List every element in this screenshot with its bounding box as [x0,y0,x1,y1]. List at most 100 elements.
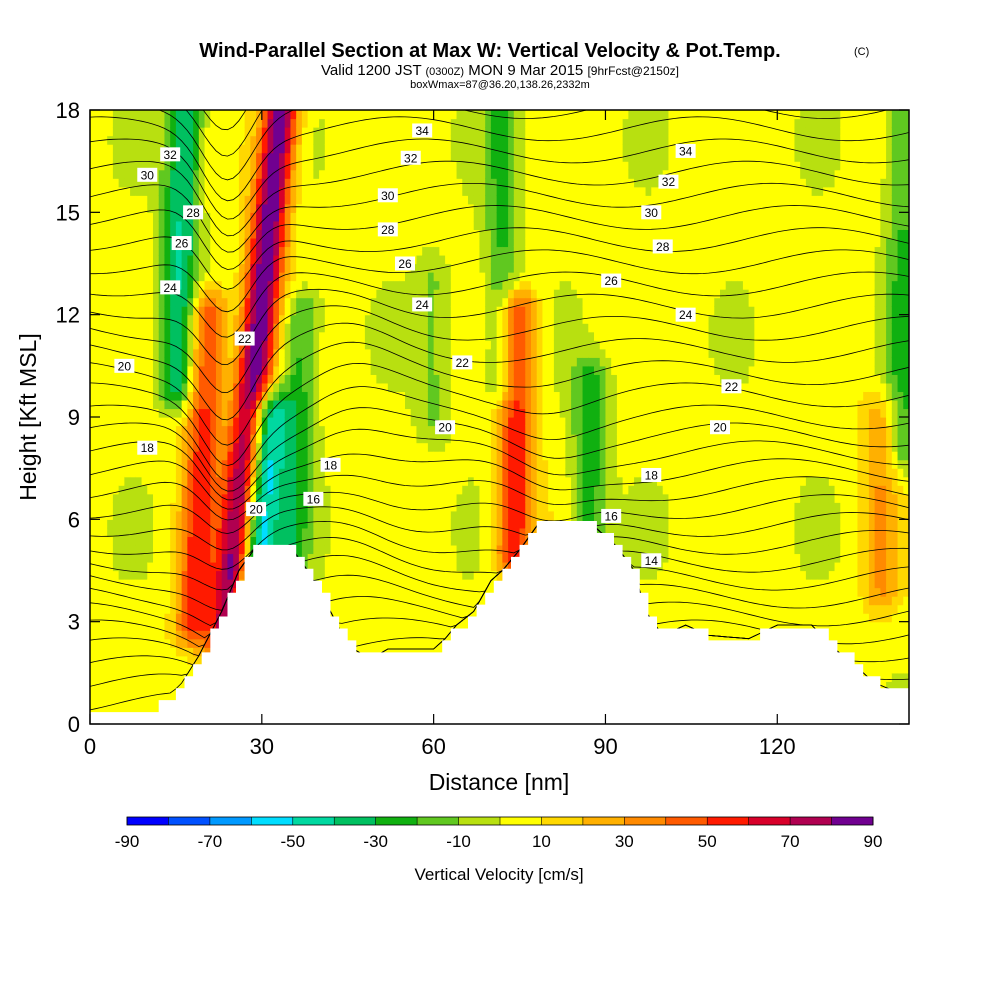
velocity-cell [359,212,366,222]
velocity-cell [101,110,108,120]
velocity-cell [164,229,171,239]
velocity-cell [112,536,120,546]
velocity-cell [153,348,160,358]
velocity-cell [433,280,440,290]
velocity-cell [307,195,314,205]
velocity-cell [284,374,292,384]
velocity-cell [364,118,372,128]
velocity-cell [347,272,355,282]
velocity-cell [233,391,240,401]
velocity-cell [450,382,458,393]
velocity-cell [227,314,234,324]
velocity-cell [267,459,274,469]
velocity-cell [135,161,143,171]
velocity-cell [181,604,188,614]
velocity-cell [359,323,366,333]
velocity-cell [422,476,429,486]
velocity-cell [359,246,366,256]
velocity-cell [244,493,251,503]
velocity-cell [330,485,337,495]
velocity-cell [101,246,108,256]
velocity-cell [422,596,429,606]
velocity-cell [135,664,143,674]
velocity-cell [301,323,309,333]
velocity-cell [227,340,234,350]
velocity-cell [216,263,223,273]
velocity-cell [175,340,183,350]
velocity-cell [370,169,377,179]
velocity-cell [187,459,194,469]
velocity-cell [95,220,103,230]
velocity-cell [175,519,183,529]
velocity-cell [118,468,125,478]
velocity-cell [267,203,274,213]
velocity-cell [393,544,400,555]
velocity-cell [307,476,314,486]
velocity-cell [393,357,400,367]
velocity-cell [296,417,303,427]
velocity-cell [158,630,166,640]
velocity-cell [353,451,360,461]
velocity-cell [124,613,131,623]
velocity-cell [387,357,395,367]
velocity-cell [101,621,108,631]
velocity-cell [238,510,246,520]
velocity-cell [107,561,114,572]
velocity-cell [313,510,320,520]
velocity-cell [399,178,406,188]
velocity-cell [347,502,355,512]
velocity-cell [347,229,355,239]
velocity-cell [399,544,406,555]
velocity-cell [170,263,177,273]
velocity-cell [204,638,211,648]
velocity-cell [158,195,166,205]
velocity-cell [90,186,97,196]
velocity-cell [204,604,211,614]
velocity-cell [301,348,309,358]
velocity-cell [107,621,114,631]
velocity-cell [353,289,360,299]
velocity-cell [210,502,217,512]
velocity-cell [307,348,314,358]
velocity-cell [193,195,200,205]
velocity-cell [445,493,452,503]
velocity-cell [118,127,125,137]
velocity-cell [198,314,206,324]
velocity-cell [101,544,108,555]
velocity-cell [290,408,297,418]
velocity-cell [164,417,171,427]
velocity-cell [141,613,148,623]
velocity-cell [422,544,429,555]
velocity-cell [405,630,412,640]
velocity-cell [382,178,389,188]
velocity-cell [324,587,332,597]
velocity-cell [112,451,120,461]
velocity-cell [364,306,372,316]
velocity-cell [193,502,200,512]
velocity-cell [359,110,366,120]
velocity-cell [164,220,171,230]
velocity-cell [164,135,171,145]
velocity-cell [118,118,125,128]
velocity-cell [95,604,103,614]
velocity-cell [422,365,429,375]
velocity-cell [336,178,343,188]
velocity-cell [141,681,148,691]
velocity-cell [468,144,475,154]
velocity-cell [233,178,240,188]
velocity-cell [221,237,229,248]
velocity-cell [135,399,143,410]
velocity-cell [95,553,103,563]
velocity-cell [250,306,257,316]
velocity-cell [290,195,297,205]
velocity-cell [473,135,481,145]
velocity-cell [238,536,246,546]
velocity-cell [261,391,269,401]
velocity-cell [439,544,446,555]
velocity-cell [147,630,154,640]
velocity-cell [382,399,389,410]
velocity-cell [324,348,332,358]
velocity-cell [473,212,481,222]
velocity-cell [124,647,131,657]
velocity-cell [204,152,211,162]
